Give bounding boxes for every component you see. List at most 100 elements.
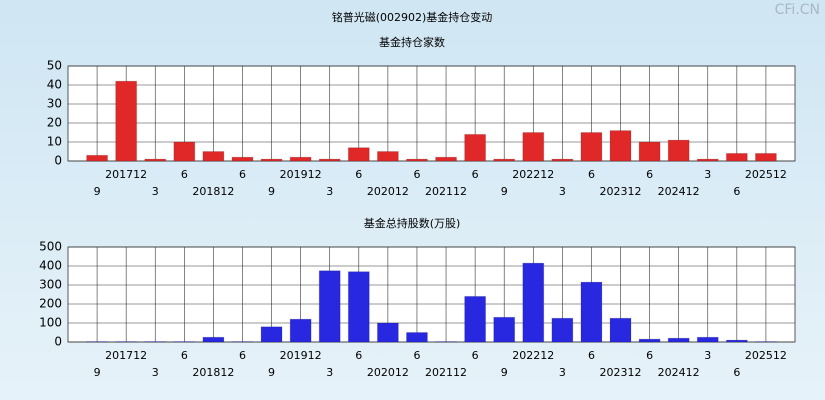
x-tick-label: 3 (559, 366, 566, 379)
bar (144, 158, 167, 162)
bar (580, 281, 603, 343)
bar (609, 130, 632, 162)
bar (464, 295, 487, 343)
bar (493, 316, 516, 343)
x-tick-label: 9 (501, 366, 508, 379)
bar (725, 339, 748, 343)
bar (667, 337, 690, 343)
y-tick-label: 0 (54, 154, 62, 168)
x-tick-label: 9 (94, 185, 101, 198)
bar (376, 322, 399, 343)
x-tick-label: 202212 (512, 168, 554, 181)
x-tick-label: 6 (181, 349, 188, 362)
bar (231, 156, 254, 162)
x-tick-label: 6 (355, 168, 362, 181)
x-tick-label: 3 (326, 366, 333, 379)
x-tick-label: 6 (733, 366, 740, 379)
bar (260, 326, 283, 343)
bar (754, 152, 777, 162)
bar (347, 147, 370, 162)
bar (493, 158, 516, 162)
x-tick-label: 202312 (600, 366, 642, 379)
y-tick-label: 400 (39, 259, 62, 273)
bar (405, 332, 428, 343)
bar (347, 271, 370, 343)
bar (609, 317, 632, 343)
y-tick-label: 20 (47, 116, 62, 130)
bar (638, 141, 661, 162)
x-tick-label: 202212 (512, 349, 554, 362)
y-tick-label: 300 (39, 278, 62, 292)
x-tick-label: 9 (501, 185, 508, 198)
x-tick-label: 3 (152, 185, 159, 198)
bar (202, 151, 225, 162)
bar (638, 338, 661, 343)
x-tick-label: 9 (94, 366, 101, 379)
x-tick-label: 201712 (105, 168, 147, 181)
bar (551, 317, 574, 343)
bar (318, 270, 341, 343)
bar (289, 156, 312, 162)
y-tick-label: 50 (47, 59, 62, 73)
x-tick-label: 6 (413, 349, 420, 362)
x-tick-label: 6 (472, 168, 479, 181)
x-tick-label: 9 (268, 185, 275, 198)
bar (435, 156, 458, 162)
x-tick-label: 6 (733, 185, 740, 198)
x-tick-label: 202412 (658, 185, 700, 198)
bar (260, 158, 283, 162)
x-tick-label: 3 (704, 349, 711, 362)
y-tick-label: 0 (54, 335, 62, 349)
x-tick-label: 3 (152, 366, 159, 379)
x-tick-label: 3 (704, 168, 711, 181)
y-tick-label: 10 (47, 135, 62, 149)
bar (202, 336, 225, 343)
x-tick-label: 3 (559, 185, 566, 198)
x-tick-label: 6 (646, 349, 653, 362)
bar (289, 318, 312, 343)
bar (464, 133, 487, 162)
x-tick-label: 201912 (280, 168, 322, 181)
x-tick-label: 9 (268, 366, 275, 379)
x-tick-label: 3 (326, 185, 333, 198)
bar (580, 132, 603, 162)
x-tick-label: 6 (472, 349, 479, 362)
bar (173, 141, 196, 162)
x-tick-label: 6 (588, 168, 595, 181)
chart-subtitle: 基金总持股数(万股) (364, 216, 461, 230)
x-tick-label: 6 (239, 349, 246, 362)
bar (696, 336, 719, 343)
x-tick-label: 201812 (192, 185, 234, 198)
x-tick-label: 202012 (367, 185, 409, 198)
x-tick-label: 201912 (280, 349, 322, 362)
watermark: CFi.CN (775, 2, 820, 18)
bar (696, 158, 719, 162)
x-tick-label: 202512 (745, 349, 787, 362)
plot-area (67, 246, 796, 343)
x-tick-label: 202112 (425, 366, 467, 379)
x-tick-label: 202512 (745, 168, 787, 181)
chart-title: 铭普光磁(002902)基金持仓变动 (332, 10, 493, 24)
y-tick-label: 100 (39, 316, 62, 330)
x-tick-label: 202412 (658, 366, 700, 379)
x-tick-label: 202112 (425, 185, 467, 198)
chart-subtitle: 基金持仓家数 (379, 35, 445, 49)
x-tick-label: 201712 (105, 349, 147, 362)
x-tick-label: 6 (646, 168, 653, 181)
x-tick-label: 6 (355, 349, 362, 362)
y-tick-label: 40 (47, 78, 62, 92)
bar (725, 152, 748, 162)
bar (376, 151, 399, 162)
y-tick-label: 200 (39, 297, 62, 311)
bar (318, 158, 341, 162)
bar (522, 262, 545, 343)
x-tick-label: 201812 (192, 366, 234, 379)
y-tick-label: 500 (39, 240, 62, 254)
x-tick-label: 202012 (367, 366, 409, 379)
bar (115, 80, 138, 162)
bar (405, 158, 428, 162)
y-tick-label: 30 (47, 97, 62, 111)
bar (86, 154, 109, 162)
